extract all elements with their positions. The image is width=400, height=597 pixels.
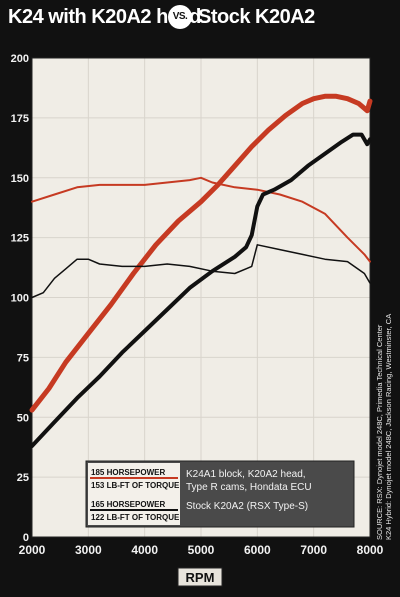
x-tick-label: 4000 <box>131 543 158 557</box>
x-tick-label: 2000 <box>19 543 46 557</box>
y-tick-label: 75 <box>17 352 29 364</box>
x-tick-label: 8000 <box>357 543 384 557</box>
y-tick-label: 100 <box>11 293 29 305</box>
title-bar: K24 with K20A2 head VS. Stock K20A2 <box>0 0 400 34</box>
x-axis-label: RPM <box>186 570 215 585</box>
x-tick-label: 5000 <box>188 543 215 557</box>
source-note: SOURCE: RSX: Dynojet model 248C, Primedi… <box>375 324 384 540</box>
legend-description: K24A1 block, K20A2 head, <box>186 469 306 480</box>
series-line-3 <box>31 244 371 299</box>
y-tick-label: 175 <box>11 113 29 125</box>
x-axis-label-box <box>177 567 223 587</box>
title-left: K24 with K20A2 head <box>8 6 201 28</box>
title-right: Stock K20A2 <box>198 6 315 28</box>
y-tick-label: 125 <box>11 233 29 245</box>
legend-description: Stock K20A2 (RSX Type-S) <box>186 501 308 512</box>
legend-tq-label: 153 LB-FT OF TORQUE <box>91 481 180 490</box>
legend-tq-label: 122 LB-FT OF TORQUE <box>91 513 180 522</box>
y-tick-label: 50 <box>17 412 29 424</box>
vs-badge: VS. <box>168 5 192 29</box>
source-note: K24 Hybrid: Dynojet model 248C, Jackson … <box>384 314 393 540</box>
x-tick-label: 6000 <box>244 543 271 557</box>
legend-hp-label: 185 HORSEPOWER <box>91 468 165 477</box>
legend-description: Type R cams, Hondata ECU <box>186 482 312 493</box>
legend-label-panel <box>88 463 180 525</box>
y-tick-label: 200 <box>11 53 29 65</box>
y-tick-label: 0 <box>23 532 29 544</box>
y-tick-label: 150 <box>11 173 29 185</box>
y-tick-label: 25 <box>17 472 29 484</box>
legend-hp-label: 165 HORSEPOWER <box>91 500 165 509</box>
series-line-2 <box>30 132 372 448</box>
series-line-0 <box>29 93 373 413</box>
x-tick-label: 3000 <box>75 543 102 557</box>
series-line-1 <box>31 176 371 263</box>
x-tick-label: 7000 <box>300 543 327 557</box>
